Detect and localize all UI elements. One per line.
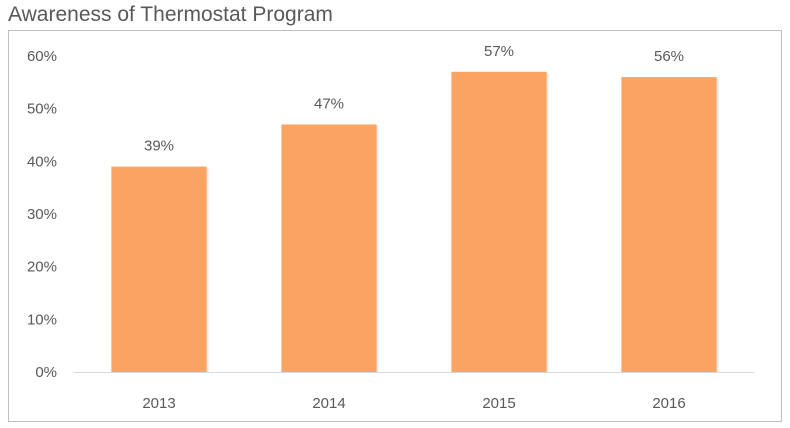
data-labels: 39% 47% 57% 56% bbox=[144, 43, 684, 155]
data-label: 57% bbox=[484, 43, 514, 60]
y-axis: 0% 10% 20% 30% 40% 50% 60% bbox=[27, 48, 57, 381]
y-tick-label: 50% bbox=[27, 101, 57, 118]
bar-2015 bbox=[451, 71, 547, 373]
data-label: 47% bbox=[314, 95, 344, 112]
y-tick-label: 10% bbox=[27, 311, 57, 328]
bar-2014 bbox=[281, 124, 377, 372]
y-tick-label: 40% bbox=[27, 153, 57, 170]
bar-2016 bbox=[621, 77, 717, 373]
chart-title: Awareness of Thermostat Program bbox=[8, 3, 333, 26]
bar-series bbox=[111, 71, 719, 373]
bar-2013 bbox=[111, 166, 207, 372]
chart-frame bbox=[8, 30, 782, 422]
x-tick-label: 2016 bbox=[652, 395, 685, 412]
x-tick-label: 2015 bbox=[482, 395, 515, 412]
x-tick-label: 2013 bbox=[142, 395, 175, 412]
y-tick-label: 30% bbox=[27, 206, 57, 223]
y-tick-label: 0% bbox=[35, 364, 57, 381]
x-axis: 2013 2014 2015 2016 bbox=[142, 395, 685, 412]
y-tick-label: 60% bbox=[27, 48, 57, 65]
data-label: 39% bbox=[144, 138, 174, 155]
y-tick-label: 20% bbox=[27, 259, 57, 276]
data-label: 56% bbox=[654, 48, 684, 65]
x-tick-label: 2014 bbox=[312, 395, 345, 412]
